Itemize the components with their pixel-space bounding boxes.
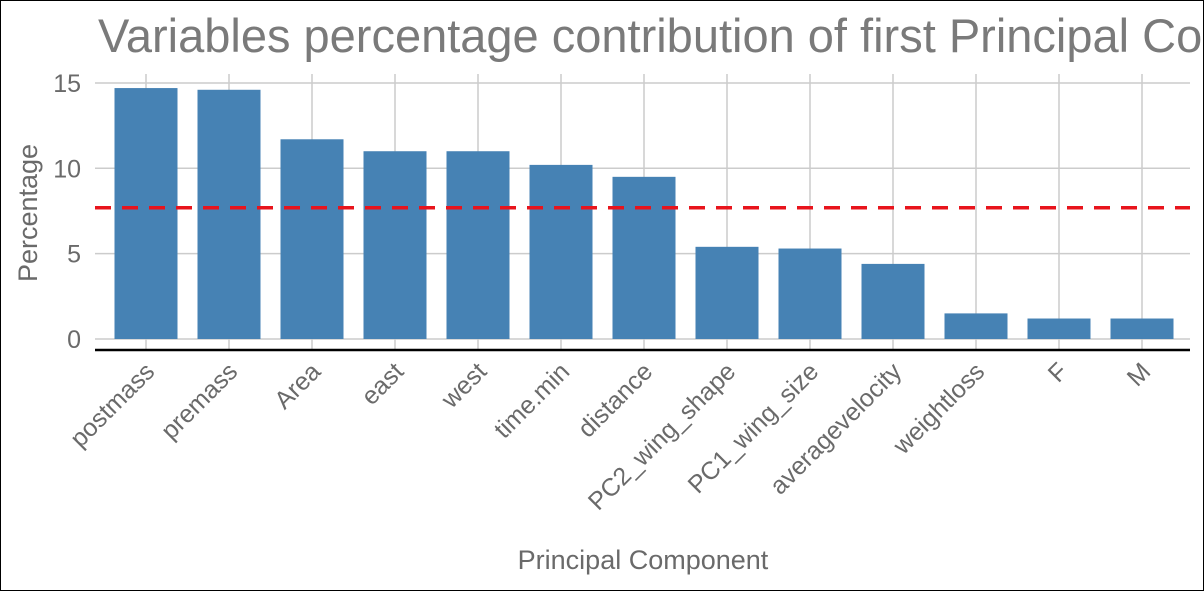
x-tick-label: postmass [65, 357, 160, 452]
bar-east [363, 151, 427, 339]
bar-premass [197, 89, 261, 339]
bar-PC1_wing_size [778, 248, 842, 339]
bar-F [1027, 318, 1091, 339]
bar-PC2_wing_shape [695, 246, 759, 339]
bar-postmass [114, 88, 178, 339]
bar-M [1110, 318, 1174, 339]
x-tick-label: east [356, 357, 409, 410]
bar-averagevelocity [861, 263, 925, 339]
x-tick-label: premass [156, 357, 244, 445]
x-tick-label: F [1043, 357, 1074, 388]
y-tick-label: 0 [67, 326, 81, 354]
bar-west [446, 151, 510, 339]
x-tick-label: PC2_wing_shape [583, 357, 741, 515]
x-tick-label: distance [573, 357, 659, 443]
x-tick-label: west [435, 357, 492, 414]
x-axis-title: Principal Component [518, 545, 769, 575]
x-tick-label: Area [269, 357, 326, 414]
bar-weightloss [944, 313, 1008, 339]
chart-title: Variables percentage contribution of fir… [98, 9, 1204, 62]
bar-time.min [529, 164, 593, 339]
y-tick-label: 10 [53, 155, 81, 183]
bar-distance [612, 176, 676, 339]
x-tick-label: time.min [489, 357, 576, 444]
y-axis-title: Percentage [13, 144, 43, 282]
y-tick-label: 15 [53, 70, 81, 98]
y-tick-label: 5 [67, 241, 81, 269]
y-tick-labels: 0 5 10 15 [53, 70, 81, 354]
x-tick-label: M [1122, 357, 1157, 392]
bar-Area [280, 139, 344, 339]
bars-layer [114, 88, 1174, 339]
